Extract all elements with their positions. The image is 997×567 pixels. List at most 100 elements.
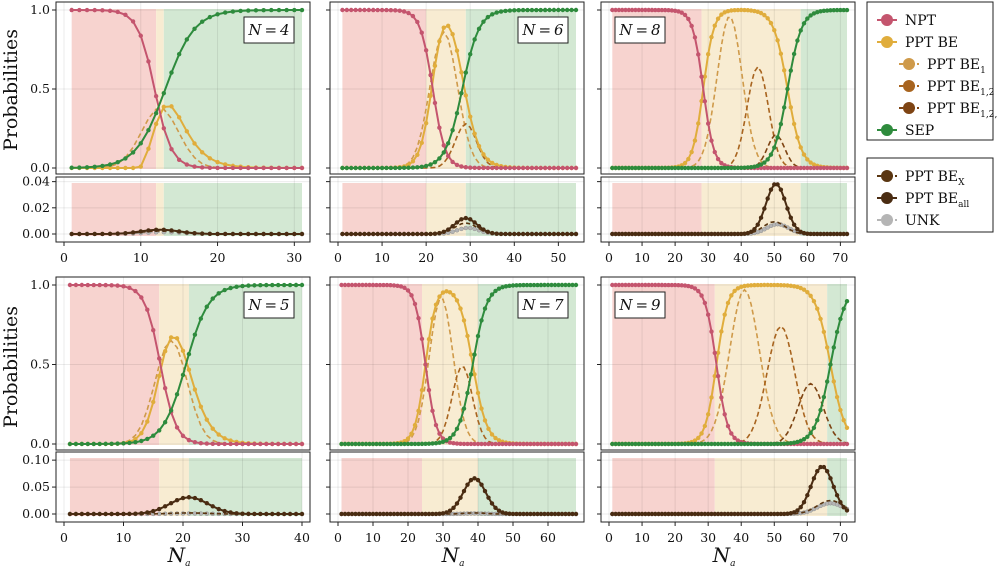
series-npt-point [715,373,721,379]
series-sep-point [528,282,533,288]
xtick-label: 0 [334,250,342,265]
series-sep-point [476,26,482,32]
legend-label: NPT [905,13,937,29]
xtick-label: 10 [116,530,132,545]
series-npt-point [507,165,513,171]
series-sep-point [643,441,648,447]
series-sep-point [844,7,850,13]
series-npt-point [702,99,708,104]
series-npt-point [363,282,369,288]
series-ppt-be-point [174,336,180,341]
series-sep-point [616,441,622,447]
series-sep-point [482,306,488,311]
xtick-label: 50 [550,250,566,265]
series-npt-point [699,74,704,79]
series-npt-point [646,7,651,13]
series-ppt-beall-point [97,511,102,517]
series-ppt-be-point [801,152,807,157]
series-sep-point [551,7,557,13]
series-npt-point [238,165,243,171]
series-npt-point [458,441,463,446]
series-npt-point [145,307,150,312]
series-ppt-beall-point [103,511,108,517]
label-text: N = 9 [618,296,661,314]
series-ppt-be-point [732,7,737,13]
series-sep-point [653,441,658,447]
ytick-label: 1.0 [30,277,50,292]
series-sep-point [788,440,794,446]
series-npt-point [643,7,648,13]
xtick-label: 70 [832,250,848,265]
series-sep-point [507,8,513,13]
series-sep-point [426,441,432,446]
series-ppt-beall-point [748,229,754,234]
legend-entry-npt: NPT [877,13,937,29]
series-npt-point [447,440,453,445]
series-ppt-be-point [169,104,174,109]
series-ppt-be-point [745,8,751,13]
series-ppt-be-point [145,419,150,424]
series-sep-point [496,286,502,291]
series-ppt-beall [70,496,302,515]
series-ppt-be-point [426,336,432,342]
series-npt-point [281,441,287,447]
legend-label: PPT BE [905,35,958,51]
series-sep-point [461,406,467,411]
series-ppt-be-point [768,282,774,288]
series-sep-point [174,392,180,397]
series-ppt-be-point [752,282,757,288]
series-ppt-beall-point [702,511,708,517]
region-red-bottom [341,458,422,516]
series-unk-point [463,225,469,231]
series-sep-point [629,441,635,447]
ytick-label: 0.5 [30,81,50,96]
series-sep-point [639,441,645,447]
series-npt-point [398,284,404,289]
legend-swatch-marker [881,192,893,204]
series-npt-point [258,441,263,447]
series-npt-point [246,165,251,171]
series-npt-point [828,165,833,171]
panel-label-N5: N = 5 [243,291,295,319]
series-sep-point [410,165,416,170]
series-sep-point [560,7,565,13]
series-ppt-be-point [139,430,144,436]
series-ppt-be-point [699,98,704,104]
label-box [517,291,569,319]
series-ppt-beall-point [709,511,714,517]
series-npt-point [534,165,539,171]
series-ppt-be-point [432,63,438,69]
series-ppt-beall-point [672,511,678,517]
series-npt-point [623,7,628,13]
series-sep-point [419,164,424,169]
series-ppt-beall-point [653,511,658,517]
series-sep-point [781,441,787,446]
series-sep-point [162,420,168,425]
series-ppt-beall-point [287,511,293,517]
series-ppt-be-point [441,25,446,30]
series-sep-point [679,441,684,447]
series-sep-point [762,160,767,165]
series-sep-point [151,433,156,438]
series-npt-point [531,441,537,447]
series-sep-point [353,165,358,171]
series-sep-point [69,165,74,170]
xtick-label: 50 [766,250,782,265]
region-red-top [341,284,422,445]
series-npt-point [192,164,197,169]
series-ppt-be-point [419,140,424,146]
series-sep-point [367,441,372,447]
series-ppt-beall-point [145,510,150,515]
xtick-label: 50 [505,530,521,545]
series-ppt-beall-point [620,231,625,237]
legend-label: PPT BE1,2 [927,79,994,98]
series-ppt-beall-point [699,231,704,237]
series-ppt-beall-point [162,504,168,509]
series-sep-point [745,165,751,170]
series-npt-point [676,9,681,14]
series-ppt-beall-point [732,511,737,517]
ytick-label: 0.5 [30,357,50,372]
series-ppt-be-point [765,282,770,288]
series-ppt-be-point [176,115,182,120]
series-npt-point [485,165,491,171]
